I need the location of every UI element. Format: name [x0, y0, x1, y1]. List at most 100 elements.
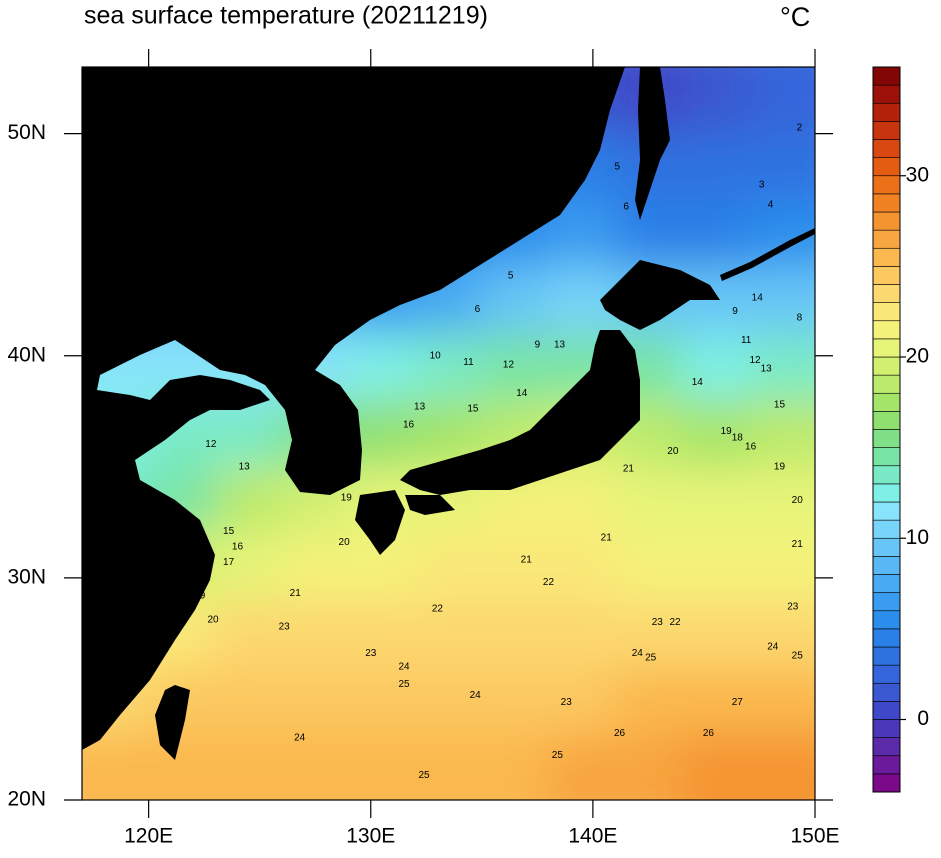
- contour-label: 11: [741, 335, 752, 346]
- colorbar-box: [872, 302, 901, 322]
- sst-cell: [748, 733, 815, 800]
- sst-cell: [82, 733, 150, 800]
- contour-label: 20: [792, 495, 804, 506]
- contour-label: 24: [294, 732, 306, 743]
- colorbar-box: [872, 320, 901, 340]
- colorbar-box: [872, 465, 901, 485]
- colorbar-box: [872, 447, 901, 467]
- contour-label: 3: [759, 179, 765, 190]
- colorbar-box: [872, 356, 901, 376]
- axes: 120E 130E 140E 150E 20N 30N 40N 50N: [7, 49, 840, 848]
- hokkaido: [600, 260, 720, 330]
- contour-label: 13: [239, 461, 251, 472]
- contour-label: 25: [399, 679, 411, 690]
- contour-label: 20: [207, 615, 219, 626]
- contour-label: 9: [732, 306, 738, 317]
- sst-cell: [415, 666, 483, 735]
- colorbar-box: [872, 556, 901, 575]
- colorbar-box: [872, 701, 901, 720]
- colorbar-box: [872, 610, 901, 630]
- x-tick-label: 140E: [568, 825, 617, 848]
- sst-cell: [748, 666, 815, 735]
- contour-label: 6: [475, 304, 481, 315]
- colorbar-box: [872, 247, 901, 267]
- contour-label: 25: [419, 770, 431, 781]
- contour-label: 21: [521, 555, 533, 566]
- contour-label: 9: [535, 339, 541, 350]
- contour-label: 23: [365, 648, 377, 659]
- contour-label: 13: [761, 364, 773, 375]
- sst-cell: [748, 133, 815, 202]
- contour-label: 19: [341, 493, 353, 504]
- sst-cell: [548, 533, 617, 602]
- contour-label: 23: [652, 617, 664, 628]
- colorbar: 0 10 20 30: [872, 66, 929, 793]
- sst-cell: [615, 200, 683, 268]
- contour-label: 25: [645, 652, 657, 663]
- contour-label: 20: [667, 446, 679, 457]
- contour-label: 14: [752, 293, 764, 304]
- contour-label: 23: [561, 697, 573, 708]
- contour-label: 26: [703, 728, 715, 739]
- sst-cell: [415, 533, 483, 602]
- colorbar-tick-label: 0: [917, 707, 929, 730]
- contour-label: 16: [745, 441, 757, 452]
- colorbar-tick-label: 30: [906, 163, 929, 186]
- contour-label: 12: [749, 355, 761, 366]
- contour-label: 6: [623, 202, 629, 213]
- sst-cell: [681, 133, 750, 202]
- contour-label: 20: [339, 537, 351, 548]
- y-tick-label: 20N: [7, 788, 46, 811]
- sst-cell: [548, 666, 617, 735]
- colorbar-box: [872, 102, 901, 122]
- sst-cell: [548, 733, 617, 800]
- contour-label: 12: [503, 359, 515, 370]
- colorbar-box: [872, 338, 901, 358]
- x-tick-label: 120E: [124, 825, 173, 848]
- contour-label: 21: [792, 539, 804, 550]
- contour-label: 5: [615, 162, 621, 173]
- sst-cell: [615, 533, 683, 602]
- contour-label: 24: [470, 690, 482, 701]
- title: sea surface temperature (20211219): [84, 2, 488, 30]
- sst-cell: [215, 733, 283, 800]
- contour-label: 16: [403, 419, 415, 430]
- contour-label: 19: [194, 590, 206, 601]
- sst-cell: [481, 666, 550, 735]
- y-tick-label: 30N: [7, 565, 46, 588]
- sst-cell: [748, 333, 815, 402]
- sst-cell: [281, 600, 350, 668]
- sst-cell: [481, 533, 550, 602]
- colorbar-box: [872, 374, 901, 394]
- colorbar-tick-label: 20: [906, 345, 929, 368]
- sst-cell: [681, 333, 750, 402]
- colorbar-box: [872, 266, 901, 285]
- sst-cell: [148, 733, 217, 800]
- contour-label: 18: [732, 433, 744, 444]
- colorbar-box: [872, 773, 901, 793]
- contour-label: 13: [414, 401, 426, 412]
- contour-label: 15: [467, 404, 479, 415]
- sst-cell: [281, 733, 350, 800]
- sst-cell: [681, 200, 750, 268]
- colorbar-box: [872, 211, 901, 231]
- colorbar-box: [872, 139, 901, 158]
- contour-label: 21: [623, 464, 635, 475]
- contour-label: 19: [721, 426, 733, 437]
- contour-label: 25: [552, 750, 564, 761]
- sst-cell: [481, 266, 550, 335]
- colorbar-box: [872, 193, 901, 213]
- colorbar-box: [872, 284, 901, 303]
- sst-cell: [215, 466, 283, 535]
- sst-cell: [348, 600, 417, 668]
- x-tick-label: 150E: [790, 825, 839, 848]
- contour-label: 24: [767, 641, 779, 652]
- colorbar-box: [872, 755, 901, 775]
- sst-cell: [748, 600, 815, 668]
- contour-label: 24: [632, 648, 644, 659]
- plot-frame: [81, 66, 816, 801]
- colorbar-frame: [872, 66, 901, 793]
- contour-label: 23: [279, 621, 291, 632]
- colorbar-box: [872, 66, 901, 86]
